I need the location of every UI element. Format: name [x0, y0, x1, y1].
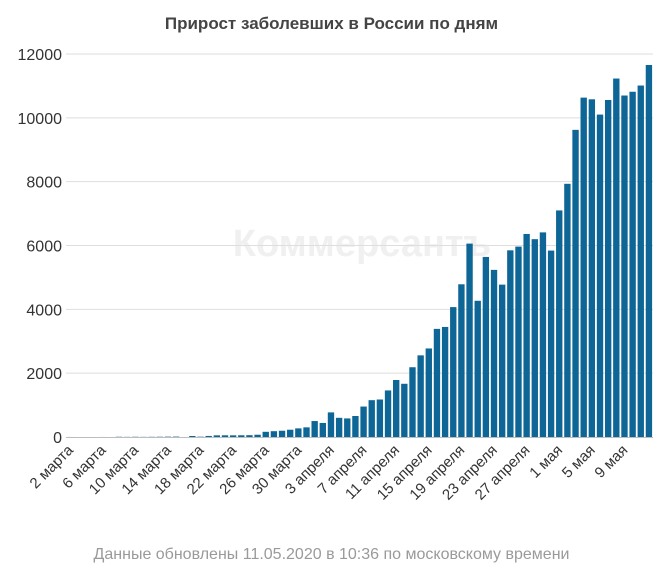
y-tick-label: 12000 — [18, 47, 63, 64]
bar — [425, 348, 432, 437]
bar — [221, 435, 229, 437]
bar — [213, 435, 221, 437]
bar — [433, 328, 441, 437]
bar — [596, 114, 604, 437]
bar — [613, 78, 620, 437]
bar — [360, 406, 367, 437]
bar — [262, 431, 269, 437]
bar — [384, 390, 392, 437]
bar — [564, 183, 571, 437]
bar — [531, 239, 538, 437]
bar — [344, 418, 351, 437]
x-tick-label: 9 мая — [591, 442, 631, 482]
bar — [458, 284, 465, 437]
bar — [352, 416, 359, 437]
bar — [295, 428, 302, 437]
bar — [490, 269, 498, 437]
bar — [450, 307, 457, 437]
bars-layer — [66, 64, 653, 438]
bar — [556, 210, 563, 437]
y-tick-label: 2000 — [26, 366, 62, 383]
bar — [319, 422, 326, 437]
x-tick-label: 1 мая — [526, 442, 566, 482]
bar — [515, 246, 522, 437]
update-footnote: Данные обновлены 11.05.2020 в 10:36 по м… — [93, 546, 570, 563]
bar — [474, 300, 481, 437]
bar — [327, 412, 335, 437]
bar — [303, 427, 310, 437]
chart-title: Прирост заболевших в России по дням — [164, 14, 499, 33]
bar — [482, 256, 490, 437]
y-tick-label: 0 — [53, 430, 62, 447]
bar — [246, 435, 253, 437]
bar — [238, 435, 245, 437]
bar — [547, 250, 555, 437]
bar — [572, 129, 579, 437]
bar — [507, 250, 514, 437]
y-tick-label: 8000 — [26, 175, 62, 192]
y-tick-label: 4000 — [26, 302, 62, 319]
bar — [466, 243, 473, 437]
bar — [441, 326, 449, 437]
bar — [254, 434, 261, 437]
bar — [621, 95, 628, 438]
bar — [523, 233, 530, 437]
bar — [539, 232, 547, 437]
bar — [580, 97, 587, 437]
bar — [205, 435, 212, 437]
y-tick-label: 10000 — [18, 111, 63, 128]
bar — [368, 400, 375, 437]
bar — [604, 99, 612, 438]
bar — [637, 85, 644, 437]
y-tick-label: 6000 — [26, 239, 62, 256]
bar — [393, 380, 400, 437]
bar — [417, 355, 424, 437]
watermark-logo: Коммерсантъ — [233, 223, 491, 265]
bar — [588, 99, 596, 437]
bar — [401, 383, 408, 437]
x-tick-label: 5 мая — [559, 442, 599, 482]
bar — [645, 64, 653, 437]
bar — [287, 429, 294, 437]
bar — [189, 436, 196, 437]
grid-layer — [66, 53, 653, 374]
bar — [229, 435, 237, 437]
bar — [376, 399, 384, 437]
bar — [278, 430, 286, 437]
bar — [498, 284, 506, 437]
bar — [629, 91, 636, 437]
bar — [311, 421, 318, 437]
bar — [270, 431, 278, 437]
bar — [409, 367, 416, 437]
bar — [335, 417, 343, 437]
